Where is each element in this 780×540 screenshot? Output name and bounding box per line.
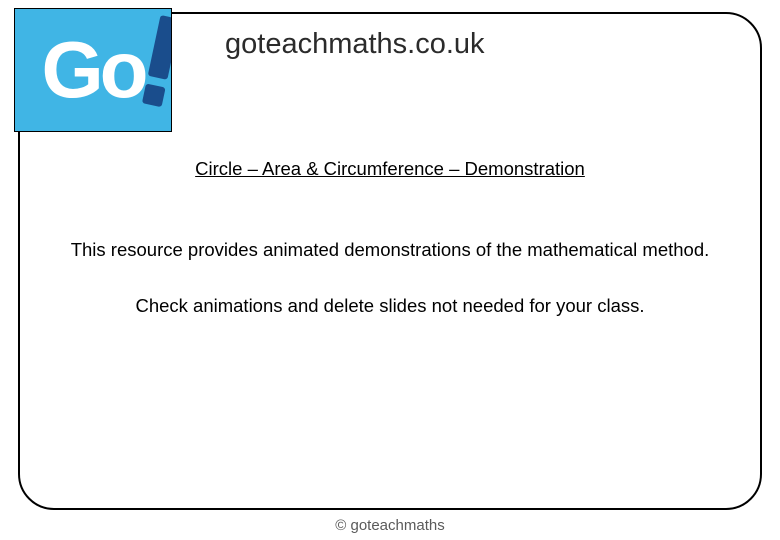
logo-letter-g: G	[41, 30, 99, 110]
content-area: Circle – Area & Circumference – Demonstr…	[0, 158, 780, 350]
logo-text: Go	[41, 30, 144, 110]
footer-copyright: © goteachmaths	[0, 517, 780, 534]
slide-title: Circle – Area & Circumference – Demonstr…	[195, 158, 585, 180]
exclaim-dot	[141, 83, 165, 107]
description-line-2: Check animations and delete slides not n…	[20, 294, 760, 318]
site-name: goteachmaths.co.uk	[225, 28, 485, 61]
description-line-1: This resource provides animated demonstr…	[20, 238, 760, 262]
exclaim-bar	[147, 15, 172, 80]
logo: Go	[14, 8, 172, 132]
